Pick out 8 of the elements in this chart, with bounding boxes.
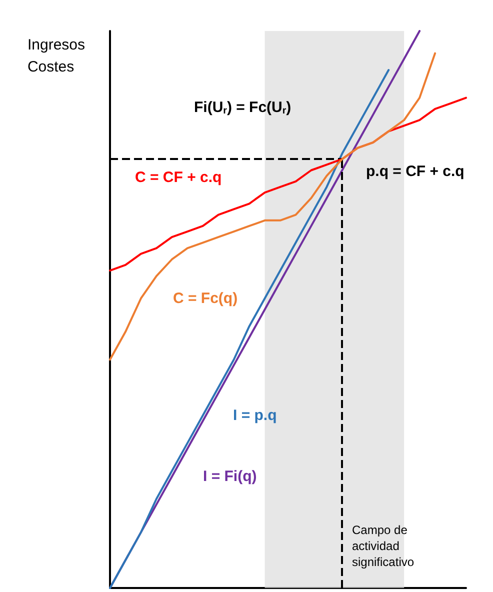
series-label: I = Fi(q): [203, 468, 257, 485]
annotation: p.q = CF + c.q: [366, 163, 464, 180]
series-label: I = p.q: [233, 407, 277, 424]
y-axis-title: Ingresos Costes: [27, 36, 86, 76]
series-label: C = Fc(q): [173, 290, 238, 307]
annotation: Campo de actividad significativo: [352, 523, 414, 569]
series-label: C = CF + c.q: [135, 169, 222, 186]
annotation: Fi(Ur) = Fc(Ur): [194, 99, 292, 116]
